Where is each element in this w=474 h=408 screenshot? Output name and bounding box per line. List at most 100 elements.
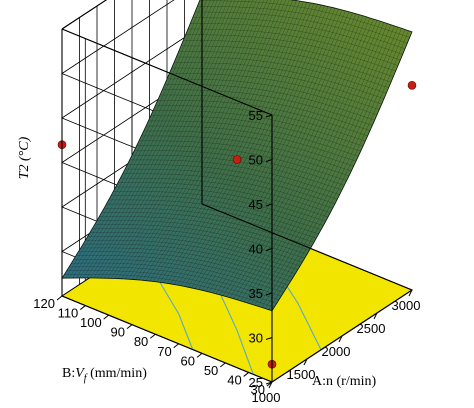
z-tick-mark [265,203,273,207]
z-tick-mark [265,114,273,118]
y-tick-label: 50 [204,363,218,378]
z-tick-mark [265,248,273,251]
mesh-line [138,0,280,281]
mesh-line [257,27,399,307]
mesh-line [149,0,290,282]
z-tick-label: 40 [249,242,263,257]
x-axis-label: A:n (r/min) [312,374,376,389]
z-axis-label: T2 (°C) [17,136,32,179]
mesh-line [236,20,378,300]
mesh-line [229,17,371,298]
mesh-line [128,0,269,280]
box-edge [61,295,273,383]
y-tick-mark [80,305,86,310]
mesh-line [177,4,318,286]
z-axis-ticks: 25 30 35 40 45 50 55 [249,108,273,390]
y-tick-label: 40 [227,372,241,387]
mesh-line [173,3,315,285]
mesh-line [79,0,220,279]
mesh-line [68,0,210,279]
y-tick-mark [173,343,179,349]
mesh-line [240,21,381,301]
mesh-line [219,14,360,295]
y-tick-label: 120 [33,296,55,311]
mesh-line [110,0,252,279]
mesh-line [264,29,406,309]
z-tick-mark [265,292,273,296]
mesh-line [114,0,255,279]
y-tick-mark [126,324,133,330]
mesh-line [135,0,276,280]
y-tick-label: 60 [181,353,195,368]
z-tick-label: 25 [249,375,263,390]
mesh-line [187,6,329,288]
z-tick-label: 30 [249,331,263,346]
x-tick-label: 2000 [322,344,351,359]
mesh-line [103,0,245,279]
mesh-line [152,0,294,282]
x-tick-mark [373,312,378,320]
x-tick-label: 2500 [357,321,386,336]
mesh-line [145,0,287,281]
mesh-line [254,25,395,306]
mesh-line [212,12,353,293]
y-axis-label: B:Vf (mm/min) [62,366,147,384]
y-tick-mark [196,352,203,358]
x-tick-label: 1000 [252,390,281,405]
z-tick-label: 35 [249,286,263,301]
x-tick-mark [303,358,308,366]
mesh-line [107,0,248,279]
y-tick-label: 70 [157,344,171,359]
mesh-line [156,0,297,282]
x-tick-mark [408,289,413,297]
y-tick-label: 90 [111,325,125,340]
mesh-line [93,0,234,279]
mesh-line [247,23,388,304]
mesh-line [226,16,367,297]
mesh-line [72,0,213,279]
mesh-line [191,7,332,288]
mesh-line [205,10,346,292]
y-tick-mark [56,295,63,301]
mesh-line [100,0,241,279]
y-tick-mark [103,314,109,320]
mesh-line [198,8,339,290]
y-tick-mark [266,381,273,387]
y-tick-mark [150,333,156,339]
y-tick-label: 30 [251,382,265,397]
mesh-line [75,0,217,279]
z-tick-label: 55 [249,108,263,123]
mesh-line [117,0,259,279]
mesh-line [233,18,374,299]
mesh-line [261,28,402,308]
design-point [232,155,242,164]
y-tick-mark [220,362,226,368]
mesh-line [194,8,336,289]
box-edge [61,0,108,30]
x-tick-mark [338,335,343,343]
box-edge [201,203,413,291]
y-tick-mark [243,372,249,377]
y-tick-label: 110 [58,306,79,321]
mesh-line [180,4,322,286]
mesh-line [215,13,357,294]
z-tick-mark [265,337,273,340]
mesh-line [208,11,350,293]
mesh-line [222,15,364,296]
mesh-line [121,0,262,279]
mesh-line [124,0,266,280]
design-point [407,81,417,90]
x-tick-label: 3000 [392,298,421,313]
x-axis-ticks: 1000 1500 2000 2500 3000 [252,289,421,405]
z-tick-label: 45 [249,197,263,212]
mesh-line [142,0,283,281]
mesh-line [82,0,224,279]
z-tick-label: 50 [249,153,263,168]
z-tick-mark [265,159,273,162]
mesh-line [96,0,238,279]
mesh-line [268,30,409,310]
mesh-line [184,5,325,287]
y-tick-label: 80 [134,334,148,349]
